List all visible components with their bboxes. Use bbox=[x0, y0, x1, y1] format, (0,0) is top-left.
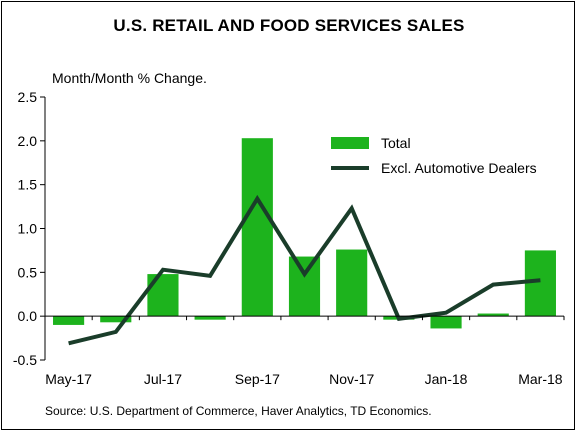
source-note: Source: U.S. Department of Commerce, Hav… bbox=[45, 404, 432, 418]
chart-title: U.S. RETAIL AND FOOD SERVICES SALES bbox=[113, 16, 465, 35]
bar-oct-17 bbox=[288, 256, 321, 317]
bar-jun-17 bbox=[100, 316, 132, 323]
y-tick-label: 0.5 bbox=[18, 264, 38, 280]
line-series bbox=[68, 194, 541, 346]
bar-may-17 bbox=[53, 316, 85, 325]
legend-swatch-total bbox=[331, 137, 369, 149]
legend: Total Excl. Automotive Dealers bbox=[331, 135, 537, 176]
y-tick-label: 1.0 bbox=[18, 221, 38, 237]
bar-sep-17 bbox=[241, 138, 273, 317]
bar-mar-18 bbox=[524, 250, 556, 317]
bar-aug-17 bbox=[194, 316, 226, 320]
bar-jan-18 bbox=[430, 316, 462, 329]
legend-label-excl-auto: Excl. Automotive Dealers bbox=[381, 160, 537, 176]
axes: -0.5 0.0 0.5 1.0 1.5 2.0 2.5 May-17 Jul-17 Sep-17… bbox=[13, 89, 565, 387]
bar-series bbox=[53, 138, 556, 329]
y-tick-label: 0.0 bbox=[18, 308, 38, 324]
x-tick-label: Mar-18 bbox=[518, 371, 563, 387]
bar-feb-18 bbox=[477, 313, 509, 317]
bar-nov-17 bbox=[336, 249, 368, 317]
y-tick-label: 1.5 bbox=[18, 177, 38, 193]
x-tick-label: Sep-17 bbox=[235, 371, 280, 387]
x-tick-label: Jan-18 bbox=[425, 371, 468, 387]
y-tick-label: 2.0 bbox=[18, 133, 38, 149]
x-tick-label: May-17 bbox=[45, 371, 92, 387]
y-tick-label: -0.5 bbox=[13, 352, 37, 368]
x-tick-label: Nov-17 bbox=[329, 371, 374, 387]
line-excl-automotive-dealers bbox=[68, 194, 541, 346]
x-tick-label: Jul-17 bbox=[144, 371, 182, 387]
y-axis-label: Month/Month % Change. bbox=[52, 70, 207, 86]
bar-jul-17 bbox=[147, 274, 179, 317]
y-tick-label: 2.5 bbox=[18, 89, 38, 105]
legend-label-total: Total bbox=[381, 135, 411, 151]
